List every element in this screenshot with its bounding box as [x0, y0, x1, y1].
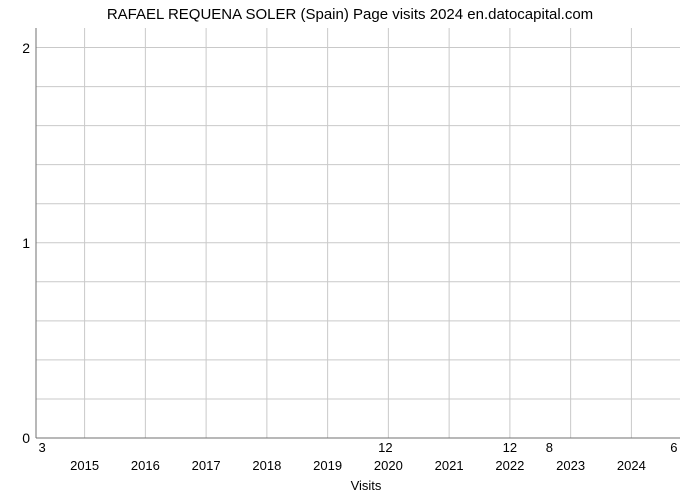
value-label: 12	[503, 440, 517, 455]
x-tick-label: 2021	[435, 458, 464, 473]
plot-svg	[36, 28, 680, 438]
chart-title: RAFAEL REQUENA SOLER (Spain) Page visits…	[0, 6, 700, 23]
value-label: 3	[38, 440, 45, 455]
x-tick-label: 2019	[313, 458, 342, 473]
chart-container: RAFAEL REQUENA SOLER (Spain) Page visits…	[0, 0, 700, 500]
legend-swatch	[319, 484, 345, 488]
y-tick-label: 0	[22, 430, 30, 446]
x-tick-label: 2015	[70, 458, 99, 473]
x-tick-label: 2016	[131, 458, 160, 473]
x-tick-label: 2018	[252, 458, 281, 473]
x-tick-label: 2017	[192, 458, 221, 473]
plot-area: 0122015201620172018201920202021202220232…	[36, 28, 680, 438]
x-tick-label: 2023	[556, 458, 585, 473]
x-tick-label: 2020	[374, 458, 403, 473]
x-tick-label: 2022	[495, 458, 524, 473]
y-tick-label: 2	[22, 40, 30, 56]
legend-label: Visits	[351, 478, 382, 493]
legend: Visits	[0, 478, 700, 493]
y-tick-label: 1	[22, 235, 30, 251]
value-label: 8	[546, 440, 553, 455]
value-label: 12	[378, 440, 392, 455]
x-tick-label: 2024	[617, 458, 646, 473]
value-label: 6	[670, 440, 677, 455]
